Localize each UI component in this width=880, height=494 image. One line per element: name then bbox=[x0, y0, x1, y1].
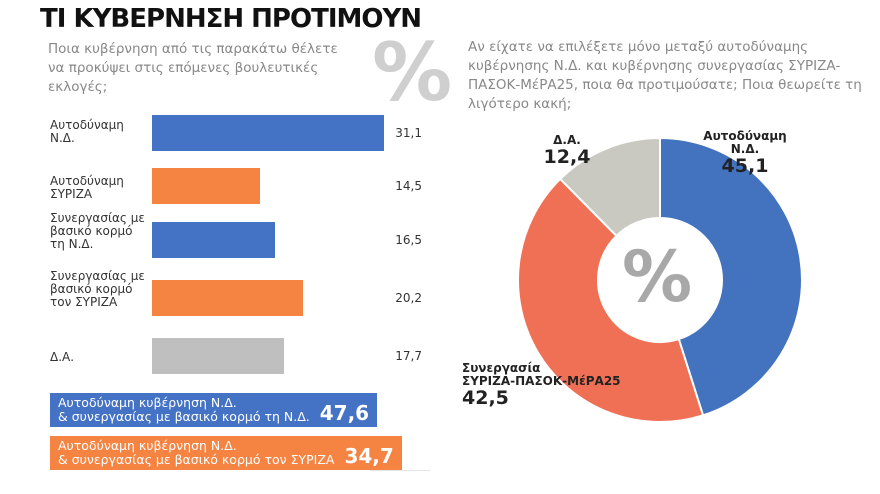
slice-label: Συνεργασία bbox=[462, 361, 541, 375]
bar-category-label: Αυτοδύναμη ΣΥΡΙΖΑ bbox=[50, 174, 124, 201]
right-question: Αν είχατε να επιλέξετε μόνο μεταξύ αυτοδ… bbox=[468, 39, 862, 112]
bar-category-label: Αυτοδύναμη Ν.Δ. bbox=[50, 118, 124, 145]
bar-category-label: Συνεργασίας με βασικό κορμό τη Ν.Δ. bbox=[50, 211, 145, 251]
slice-label: Δ.Α. bbox=[553, 133, 581, 147]
bar-value-label: 17,7 bbox=[395, 349, 422, 363]
left-question: Ποια κυβέρνηση από τις παρακάτω θέλετε ν… bbox=[48, 41, 338, 95]
slice-label-da: Δ.Α. 12,4 bbox=[542, 134, 592, 168]
slice-label: Αυτοδύναμη bbox=[703, 129, 787, 143]
slice-label: Ν.Δ. bbox=[730, 142, 760, 156]
total-text: & συνεργασίας με βασικό κορμό τον ΣΥΡΙΖΑ bbox=[58, 452, 335, 467]
divider bbox=[370, 470, 430, 471]
bar bbox=[152, 222, 276, 258]
slice-value: 45,1 bbox=[721, 155, 769, 177]
bar-value-label: 20,2 bbox=[395, 291, 422, 305]
total-text: & συνεργασίας με βασικό κορμό τη Ν.Δ. bbox=[58, 409, 310, 424]
page-title: ΤΙ ΚΥΒΕΡΝΗΣΗ ΠΡΟΤΙΜΟΥΝ bbox=[40, 4, 422, 34]
bar-value-label: 14,5 bbox=[395, 179, 422, 193]
bar bbox=[152, 115, 384, 151]
slice-label-nd: Αυτοδύναμη Ν.Δ. 45,1 bbox=[700, 130, 790, 177]
slice-value: 42,5 bbox=[462, 387, 509, 409]
slice-value: 12,4 bbox=[543, 146, 591, 168]
bar-category-label: Συνεργασίας με βασικό κορμό τον ΣΥΡΙΖΑ bbox=[50, 269, 145, 309]
total-box-syriza: Αυτοδύναμη κυβέρνηση Ν.Δ. & συνεργασίας … bbox=[50, 436, 402, 470]
bar-value-label: 16,5 bbox=[395, 233, 422, 247]
donut-slice bbox=[517, 177, 705, 423]
total-text: Αυτοδύναμη κυβέρνηση Ν.Δ. bbox=[58, 395, 237, 410]
donut-percent-symbol: % bbox=[622, 236, 693, 318]
total-text-block: Αυτοδύναμη κυβέρνηση Ν.Δ. & συνεργασίας … bbox=[58, 439, 334, 467]
total-value: 47,6 bbox=[319, 401, 370, 425]
bar-category-label: Δ.Α. bbox=[50, 350, 75, 364]
bar bbox=[152, 280, 303, 316]
slice-label-coalition: Συνεργασία ΣΥΡΙΖΑ-ΠΑΣΟΚ-ΜέΡΑ25 42,5 bbox=[462, 362, 621, 409]
bar bbox=[152, 338, 285, 374]
total-text-block: Αυτοδύναμη κυβέρνηση Ν.Δ. & συνεργασίας … bbox=[58, 396, 310, 424]
total-text: Αυτοδύναμη κυβέρνηση Ν.Δ. bbox=[58, 438, 237, 453]
slice-label: ΣΥΡΙΖΑ-ΠΑΣΟΚ-ΜέΡΑ25 bbox=[462, 374, 621, 388]
total-box-nd: Αυτοδύναμη κυβέρνηση Ν.Δ. & συνεργασίας … bbox=[50, 393, 378, 427]
donut-slice bbox=[659, 136, 803, 417]
total-value: 34,7 bbox=[344, 444, 394, 468]
bar-value-label: 31,1 bbox=[395, 126, 422, 140]
percent-watermark: % bbox=[372, 26, 453, 119]
bar bbox=[152, 168, 261, 204]
donut-slice bbox=[558, 136, 661, 238]
